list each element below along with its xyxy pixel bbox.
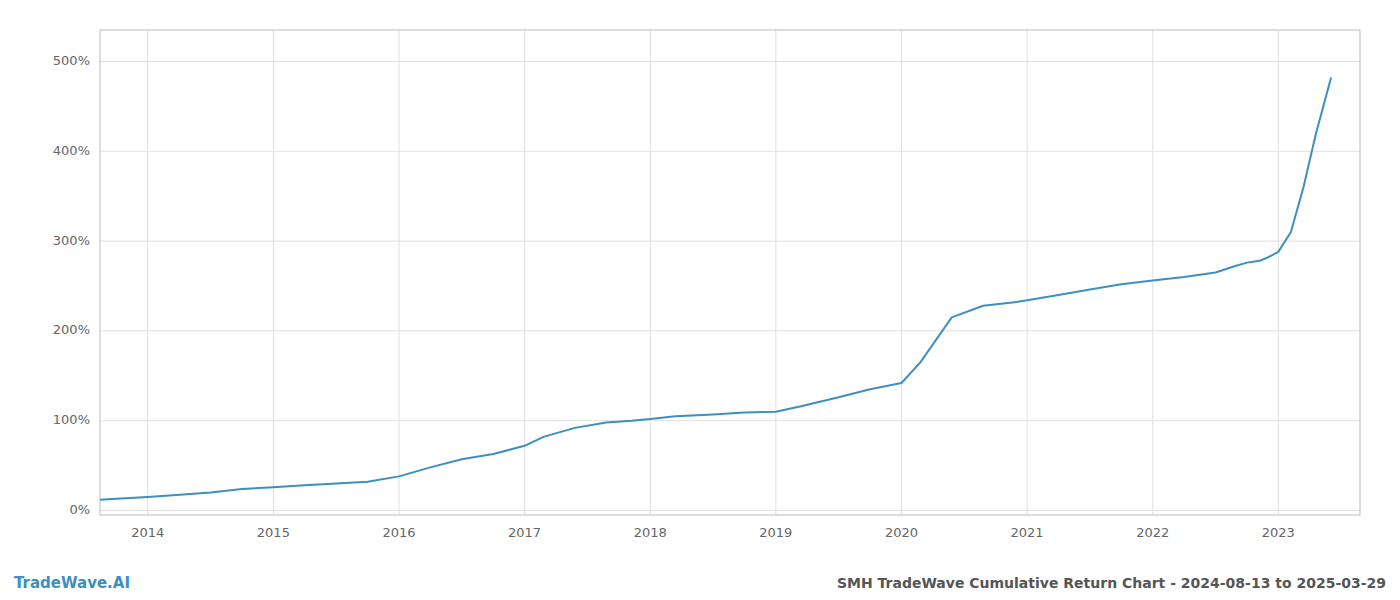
x-tick-label: 2019 [759,525,792,540]
x-grid-line [273,30,274,515]
x-tick-label: 2021 [1011,525,1044,540]
x-grid-line [1152,30,1153,515]
chart-svg: 0% 100% 200% 300% 400% 500% 2014 2015 2016 2017 20… [0,0,1400,600]
x-grid-line [901,30,902,515]
x-grid-line [775,30,776,515]
tick-labels: 0% 100% 200% 300% 400% 500% 2014 2015 2016 2017 20… [53,53,1295,540]
y-tick-label: 300% [53,233,90,248]
y-grid-line [100,420,1360,421]
x-grid-line [1027,30,1028,515]
x-grid-line [1278,30,1279,515]
x-grid-line [147,30,148,515]
data-line [100,78,1331,500]
y-grid-line [100,330,1360,331]
grid [100,30,1360,515]
y-grid-line [100,151,1360,152]
chart-container: 0% 100% 200% 300% 400% 500% 2014 2015 2016 2017 20… [0,0,1400,600]
y-tick-label: 100% [53,412,90,427]
x-grid-line [524,30,525,515]
plot-area [100,78,1331,500]
x-tick-label: 2022 [1136,525,1169,540]
x-grid-line [650,30,651,515]
x-tick-label: 2015 [257,525,290,540]
x-grid-line [398,30,399,515]
y-grid-line [100,61,1360,62]
y-grid-line [100,241,1360,242]
x-tick-label: 2023 [1262,525,1295,540]
watermark: TradeWave.AI [14,574,130,592]
y-tick-label: 200% [53,322,90,337]
y-tick-label: 0% [69,502,90,517]
x-tick-label: 2018 [634,525,667,540]
y-tick-label: 400% [53,143,90,158]
plot-frame [100,30,1360,515]
x-tick-label: 2020 [885,525,918,540]
y-tick-label: 500% [53,53,90,68]
x-tick-label: 2014 [131,525,164,540]
x-tick-label: 2017 [508,525,541,540]
x-tick-label: 2016 [382,525,415,540]
y-grid-line [100,510,1360,511]
title: SMH TradeWave Cumulative Return Chart - … [837,575,1386,591]
